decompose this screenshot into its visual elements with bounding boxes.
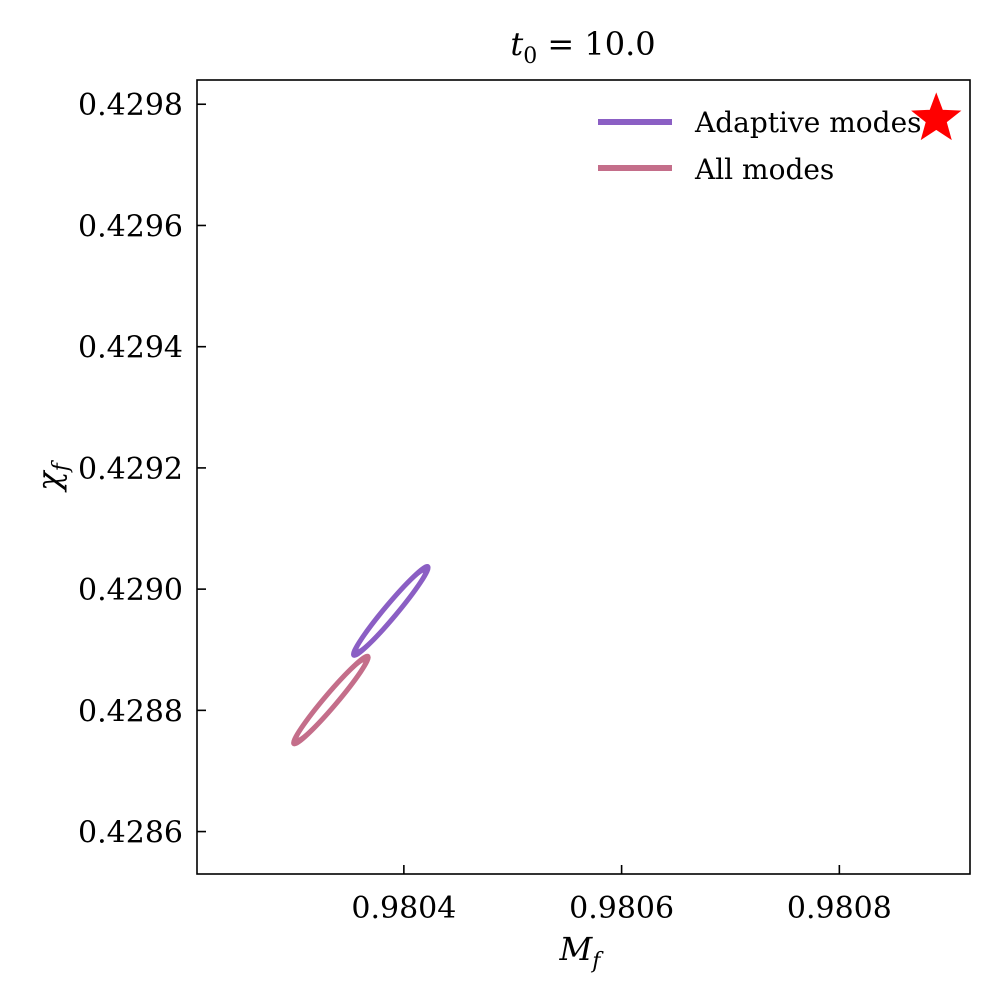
chart-title: t0 = 10.0 <box>510 25 655 69</box>
x-tick-label: 0.9806 <box>569 891 674 926</box>
plot-area <box>291 564 431 747</box>
x-tick-label: 0.9808 <box>787 891 892 926</box>
y-tick-label: 0.4290 <box>78 573 183 608</box>
markers <box>911 92 962 141</box>
y-tick-label: 0.4294 <box>78 331 183 366</box>
chart-title-rest: = 10.0 <box>537 25 655 63</box>
series-adaptive-modes <box>350 564 431 658</box>
contour-inner <box>295 658 367 742</box>
y-tick-label: 0.4298 <box>78 88 183 123</box>
y-tick-label: 0.4296 <box>78 209 183 244</box>
y-tick-label: 0.4286 <box>78 816 183 851</box>
y-tick-label: 0.4288 <box>78 694 183 729</box>
true-value-star-marker <box>911 92 962 141</box>
series-all-modes <box>291 653 371 747</box>
legend: Adaptive modes All modes <box>598 106 922 186</box>
x-tick-label: 0.9804 <box>351 891 456 926</box>
axes-frame <box>196 79 971 875</box>
x-axis-label-main: M <box>559 930 594 968</box>
legend-label-adaptive: Adaptive modes <box>694 106 922 139</box>
chart-title-main: t <box>510 25 523 63</box>
y-tick-label: 0.4292 <box>78 452 183 487</box>
contour-inner <box>355 569 427 653</box>
y-axis-label-main: χ <box>30 470 68 493</box>
ticks: 0.9804 0.9806 0.9808 0.4286 0.4288 0.4290 0.42… <box>78 88 892 926</box>
chart-title-sub: 0 <box>523 44 537 69</box>
legend-label-all: All modes <box>694 153 834 186</box>
